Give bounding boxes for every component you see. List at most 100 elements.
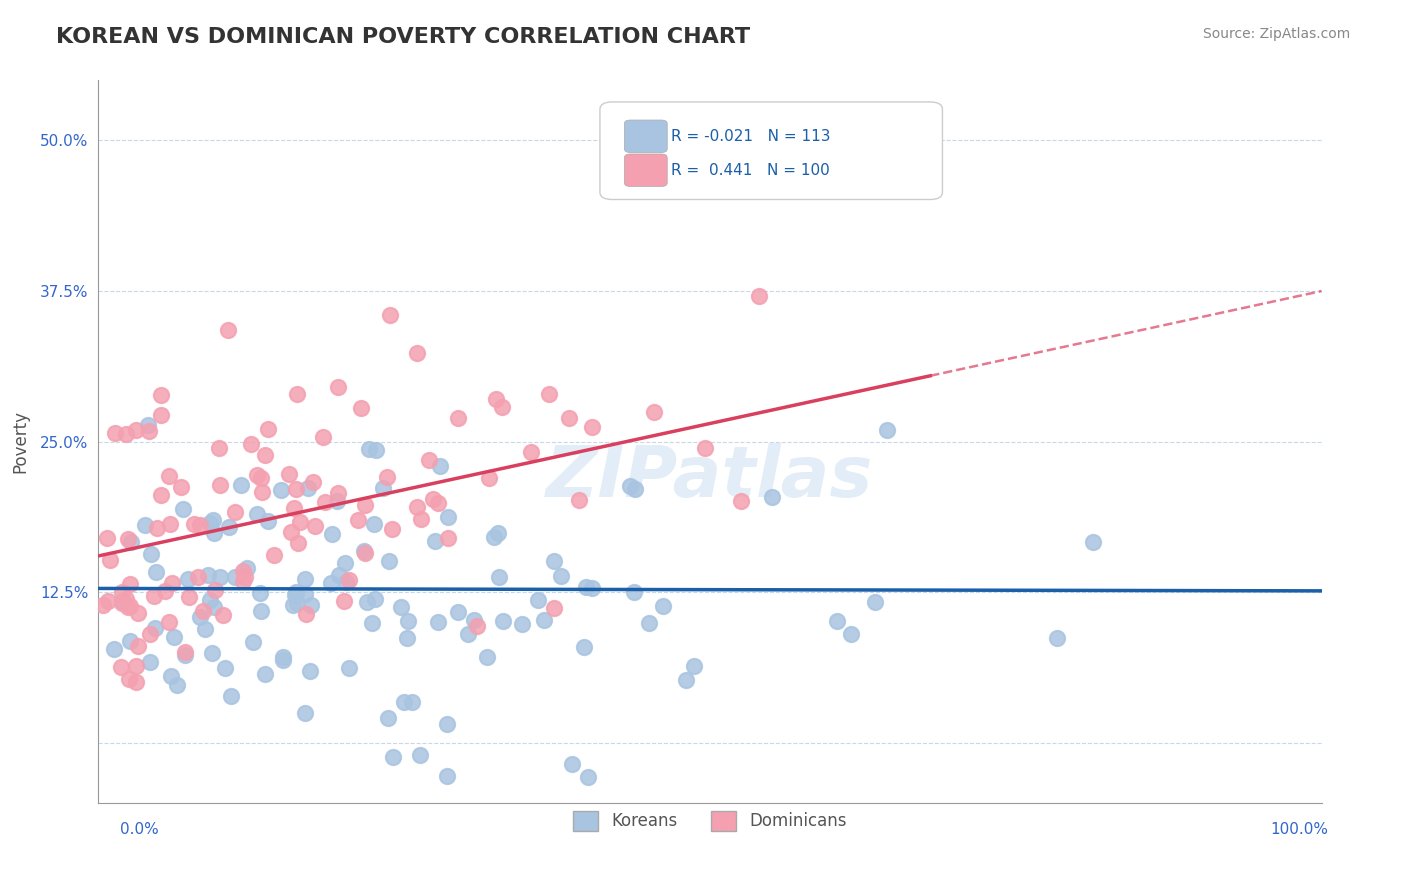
- Point: [242, 635, 264, 649]
- Point: [183, 516, 205, 531]
- Point: [103, 642, 125, 657]
- Point: [284, 588, 307, 602]
- Point: [124, 658, 146, 673]
- Point: [283, 598, 305, 612]
- Point: [145, 565, 167, 579]
- Point: [401, 695, 423, 709]
- Point: [405, 345, 427, 359]
- Point: [270, 483, 292, 497]
- Text: ZIPatlas: ZIPatlas: [547, 443, 873, 512]
- Point: [120, 599, 142, 613]
- Point: [246, 507, 269, 521]
- Point: [1046, 631, 1069, 645]
- Point: [284, 482, 307, 496]
- Point: [172, 502, 194, 516]
- Point: [321, 576, 343, 591]
- Point: [396, 614, 419, 628]
- Point: [125, 423, 148, 437]
- Point: [437, 531, 460, 545]
- Point: [218, 520, 240, 534]
- Point: [187, 570, 209, 584]
- Point: [201, 646, 224, 660]
- Point: [159, 469, 181, 483]
- Point: [159, 669, 181, 683]
- Point: [486, 526, 509, 541]
- Point: [157, 615, 180, 629]
- Point: [104, 426, 127, 441]
- Point: [335, 574, 357, 589]
- Point: [250, 604, 273, 618]
- Point: [257, 422, 280, 436]
- Point: [160, 575, 183, 590]
- Point: [250, 485, 273, 500]
- Point: [153, 583, 176, 598]
- Point: [527, 592, 550, 607]
- Point: [198, 593, 221, 607]
- Point: [202, 513, 225, 527]
- Point: [581, 581, 603, 595]
- Point: [198, 516, 221, 531]
- Text: R = -0.021   N = 113: R = -0.021 N = 113: [671, 128, 831, 144]
- Point: [299, 598, 322, 612]
- Point: [208, 441, 231, 455]
- Point: [114, 427, 136, 442]
- Point: [354, 546, 377, 560]
- FancyBboxPatch shape: [624, 120, 668, 153]
- Point: [301, 475, 323, 490]
- Point: [575, 580, 598, 594]
- Text: 0.0%: 0.0%: [120, 822, 159, 837]
- Point: [389, 600, 412, 615]
- Point: [127, 606, 149, 620]
- Point: [447, 606, 470, 620]
- Point: [150, 408, 173, 422]
- Point: [139, 627, 162, 641]
- Point: [422, 491, 444, 506]
- Point: [380, 308, 402, 322]
- Point: [191, 604, 214, 618]
- Point: [578, 770, 600, 784]
- Point: [138, 655, 160, 669]
- Point: [337, 574, 360, 588]
- Point: [492, 614, 515, 628]
- Point: [177, 572, 200, 586]
- FancyBboxPatch shape: [624, 154, 668, 186]
- Point: [97, 594, 120, 608]
- Point: [202, 599, 225, 614]
- Point: [561, 757, 583, 772]
- Point: [477, 650, 499, 665]
- Point: [111, 585, 134, 599]
- Point: [543, 601, 565, 615]
- Text: R =  0.441   N = 100: R = 0.441 N = 100: [671, 163, 830, 178]
- Point: [297, 481, 319, 495]
- Point: [520, 445, 543, 459]
- Point: [326, 380, 349, 394]
- Point: [326, 494, 349, 508]
- Point: [825, 614, 848, 628]
- Point: [277, 467, 299, 481]
- Point: [194, 622, 217, 636]
- Point: [406, 500, 429, 515]
- Point: [426, 496, 449, 510]
- Point: [149, 388, 172, 402]
- Point: [254, 448, 277, 462]
- Point: [159, 516, 181, 531]
- Point: [361, 615, 384, 630]
- Point: [224, 570, 246, 584]
- Text: 100.0%: 100.0%: [1271, 822, 1329, 837]
- Point: [314, 495, 336, 509]
- Point: [533, 613, 555, 627]
- Point: [285, 596, 308, 610]
- Point: [117, 532, 139, 546]
- Point: [141, 548, 163, 562]
- Point: [263, 548, 285, 562]
- Point: [283, 501, 305, 516]
- Point: [429, 459, 451, 474]
- Point: [333, 556, 356, 570]
- Point: [294, 587, 316, 601]
- Point: [197, 568, 219, 582]
- Point: [876, 424, 898, 438]
- Point: [381, 749, 404, 764]
- Point: [138, 424, 160, 438]
- Point: [214, 661, 236, 675]
- Point: [271, 653, 294, 667]
